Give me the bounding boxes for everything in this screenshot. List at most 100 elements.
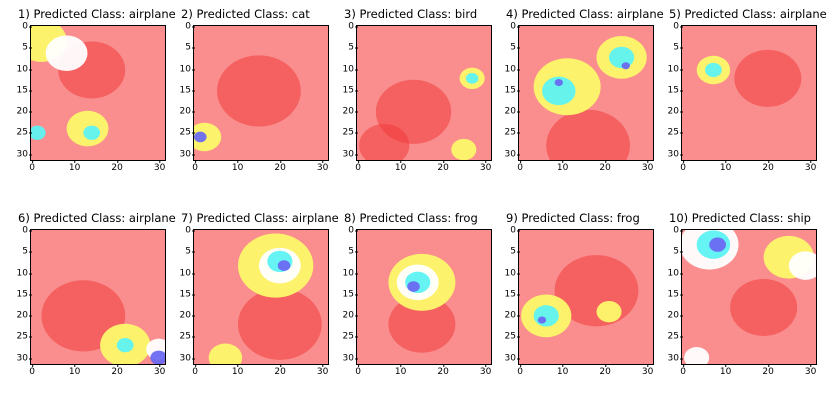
x-tick-label: 10 <box>556 364 569 377</box>
heatmap-svg <box>194 230 328 364</box>
y-tick-label: 10 <box>173 269 195 278</box>
heat-blob <box>542 76 576 106</box>
x-tick-label: 0 <box>517 364 523 377</box>
x-tick-label: 10 <box>719 364 732 377</box>
x-tick-label: 20 <box>274 364 286 377</box>
y-tick-label: 30 <box>336 150 358 159</box>
x-tick-label: 0 <box>29 160 35 173</box>
panel-title: 3) Predicted Class: bird <box>344 7 478 21</box>
y-tick-label: 5 <box>498 43 520 53</box>
y-tick-label: 20 <box>661 107 683 117</box>
y-tick-label: 15 <box>336 290 358 299</box>
x-tick-label: 30 <box>641 364 654 377</box>
heatmap-svg <box>519 26 653 160</box>
x-tick-label: 10 <box>394 364 407 377</box>
x-tick-label: 0 <box>355 364 361 377</box>
y-tick-label: 30 <box>661 354 683 363</box>
y-tick-label: 20 <box>10 311 32 321</box>
heatmap-svg <box>357 26 491 160</box>
x-tick-label: 30 <box>153 364 166 377</box>
y-tick-label: 15 <box>498 86 520 95</box>
x-tick-label: 20 <box>111 160 123 173</box>
y-tick-label: 0 <box>661 22 683 32</box>
heatmap-svg <box>682 230 816 364</box>
y-tick-label: 10 <box>498 269 520 278</box>
heatmap-svg <box>357 230 491 364</box>
y-tick-label: 0 <box>498 226 520 236</box>
x-tick-label: 30 <box>316 160 329 173</box>
x-tick-label: 30 <box>804 160 817 173</box>
heat-blob <box>150 350 165 364</box>
y-tick-label: 15 <box>336 86 358 95</box>
y-tick-label: 30 <box>10 150 32 159</box>
y-tick-label: 20 <box>173 311 195 321</box>
y-tick-label: 0 <box>173 22 195 32</box>
heatmap-panel-2: 2) Predicted Class: cat 0 5 10 15 20 25 30 0 10 20… <box>180 7 329 173</box>
panel-title: 1) Predicted Class: airplane <box>18 7 176 21</box>
y-tick-label: 0 <box>661 226 683 236</box>
x-tick-label: 10 <box>719 160 732 173</box>
y-tick-label: 20 <box>173 107 195 117</box>
heat-blob <box>730 278 798 336</box>
heatmap-panel-10: 10) Predicted Class: ship 0 5 10 15 20 25 30 0 10… <box>668 211 817 377</box>
y-tick-label: 0 <box>10 226 32 236</box>
heat-blob <box>533 305 559 327</box>
x-tick-label: 30 <box>641 160 654 173</box>
heat-blob <box>546 109 630 160</box>
heat-blob <box>208 343 243 364</box>
x-tick-label: 10 <box>231 364 244 377</box>
x-tick-label: 20 <box>762 160 774 173</box>
y-tick-label: 0 <box>498 22 520 32</box>
panel-title: 7) Predicted Class: airplane <box>181 211 339 225</box>
heatmap-image <box>30 229 166 365</box>
y-tick-label: 25 <box>10 332 32 342</box>
heat-blob <box>734 49 802 107</box>
x-tick-label: 0 <box>355 160 361 173</box>
x-tick-label: 20 <box>762 364 774 377</box>
heatmap-panel-9: 9) Predicted Class: frog 0 5 10 15 20 25 30 0 10 2… <box>505 211 654 377</box>
heat-blob <box>407 281 420 292</box>
heatmap-svg <box>194 26 328 160</box>
y-tick-label: 25 <box>661 128 683 138</box>
x-tick-label: 10 <box>556 160 569 173</box>
y-tick-label: 10 <box>173 65 195 74</box>
heatmap-panel-1: 1) Predicted Class: airplane 0 5 10 15 20 25 30… <box>17 7 176 173</box>
y-tick-label: 10 <box>498 65 520 74</box>
panel-title: 6) Predicted Class: airplane <box>18 211 176 225</box>
x-tick-label: 20 <box>274 160 286 173</box>
heat-blob <box>45 35 88 72</box>
y-tick-label: 0 <box>173 226 195 236</box>
x-tick-label: 0 <box>680 364 686 377</box>
y-tick-label: 20 <box>336 311 358 321</box>
heat-blob <box>194 122 222 152</box>
panel-title: 4) Predicted Class: airplane <box>506 7 664 21</box>
x-tick-label: 20 <box>111 364 123 377</box>
y-tick-label: 25 <box>173 128 195 138</box>
x-tick-label: 20 <box>437 364 449 377</box>
heat-blob <box>359 123 410 160</box>
y-tick-label: 5 <box>10 43 32 53</box>
x-tick-label: 0 <box>680 160 686 173</box>
x-tick-label: 0 <box>517 160 523 173</box>
x-tick-label: 30 <box>804 364 817 377</box>
heatmap-svg <box>31 230 165 364</box>
heatmap-image <box>518 229 654 365</box>
heat-blob <box>609 46 635 69</box>
y-tick-label: 10 <box>10 269 32 278</box>
heat-blob <box>451 138 477 160</box>
y-tick-label: 0 <box>336 22 358 32</box>
y-tick-label: 20 <box>336 107 358 117</box>
y-tick-label: 15 <box>173 290 195 299</box>
heatmap-image <box>518 25 654 161</box>
heat-blob <box>194 131 207 143</box>
y-tick-label: 30 <box>661 150 683 159</box>
y-tick-label: 10 <box>661 269 683 278</box>
heatmap-panel-6: 6) Predicted Class: airplane 0 5 10 15 20 25 30… <box>17 211 176 377</box>
y-tick-label: 10 <box>10 65 32 74</box>
y-tick-label: 5 <box>336 43 358 53</box>
x-tick-label: 20 <box>599 364 611 377</box>
x-tick-label: 0 <box>192 160 198 173</box>
panel-title: 2) Predicted Class: cat <box>181 7 310 21</box>
x-tick-label: 30 <box>479 160 492 173</box>
heatmap-image <box>30 25 166 161</box>
